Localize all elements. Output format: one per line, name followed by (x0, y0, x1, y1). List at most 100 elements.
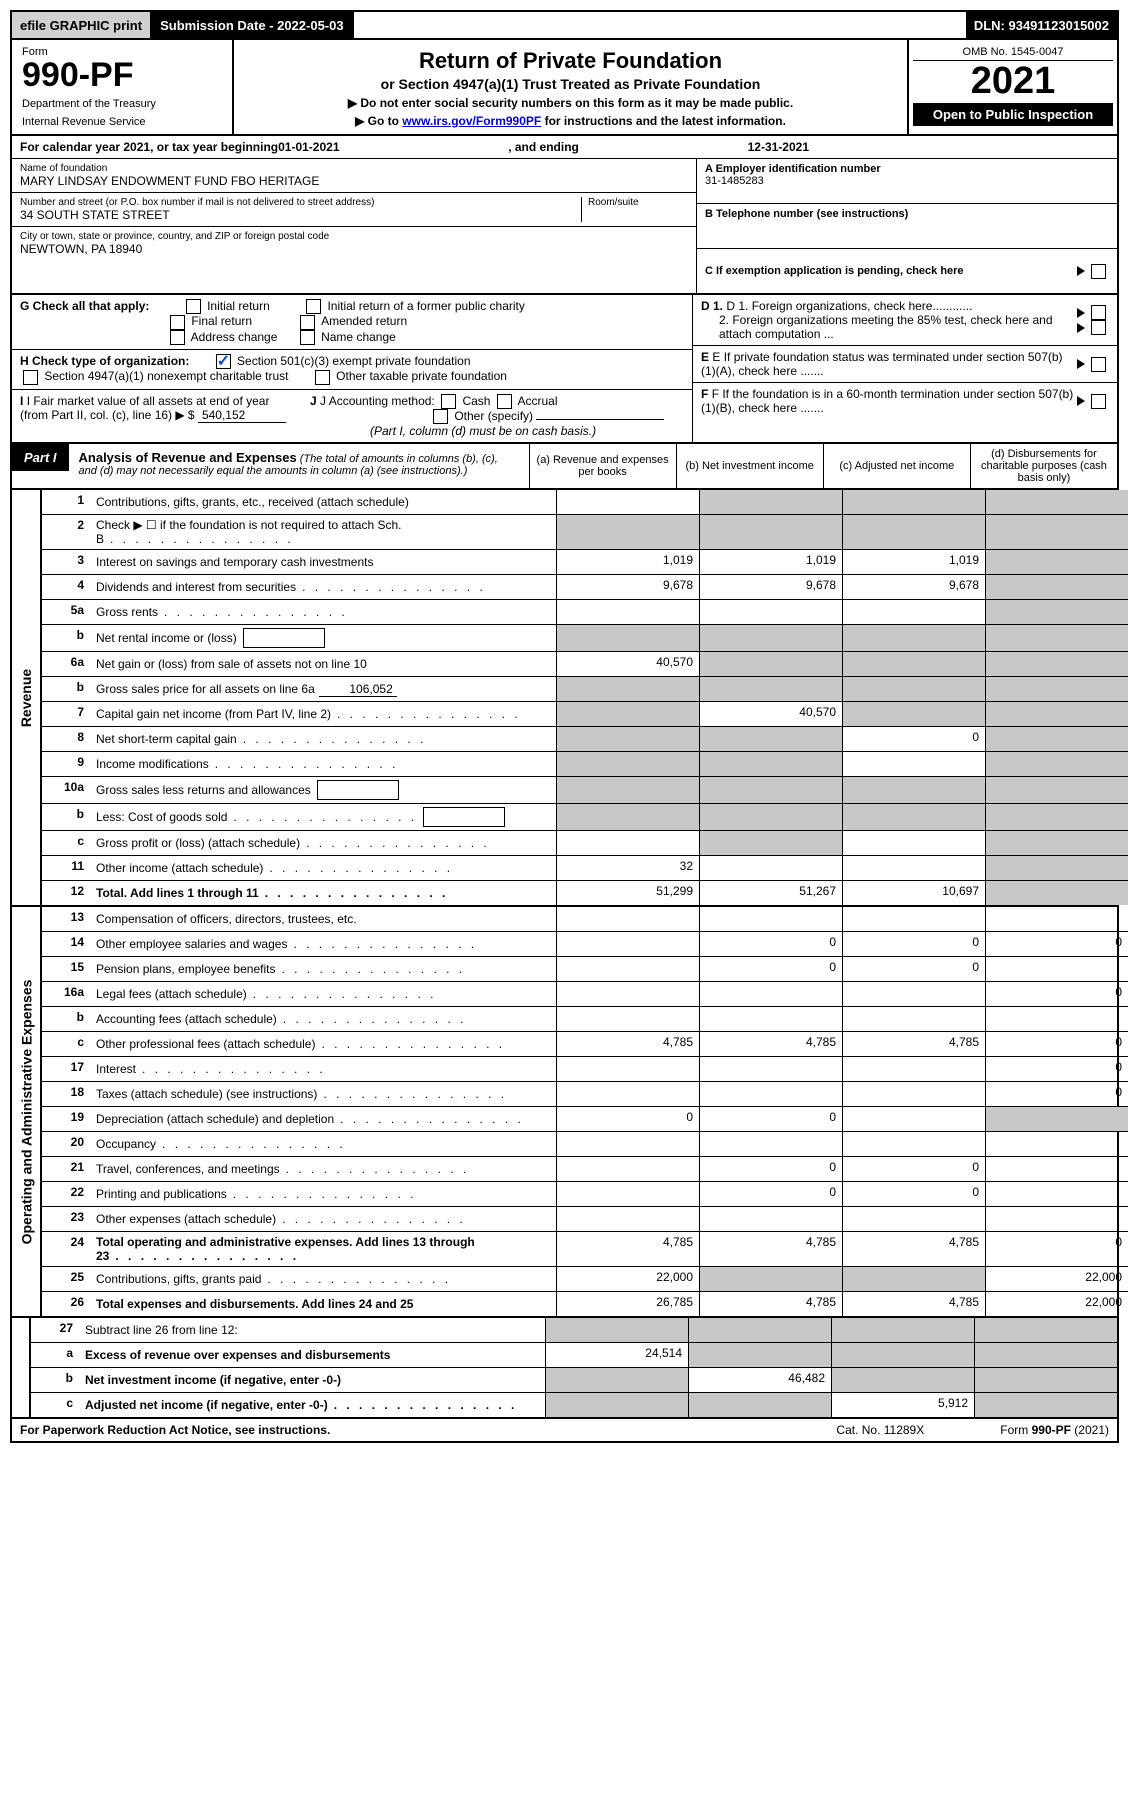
cell-d (974, 1318, 1117, 1342)
cell-c: 0 (842, 727, 985, 751)
row-desc: Gross sales price for all assets on line… (90, 677, 556, 701)
table-row: 15Pension plans, employee benefits00 (42, 957, 1128, 982)
cell-b (688, 1393, 831, 1417)
col-d-header: (d) Disbursements for charitable purpose… (970, 444, 1117, 488)
row-desc: Subtract line 26 from line 12: (79, 1318, 545, 1342)
header-center: Return of Private Foundation or Section … (234, 40, 907, 134)
cell-d (985, 550, 1128, 574)
cell-b: 0 (699, 957, 842, 981)
cell-d (985, 1107, 1128, 1131)
col-b-header: (b) Net investment income (676, 444, 823, 488)
row-number: 22 (42, 1182, 90, 1206)
cell-d (985, 727, 1128, 751)
irs-label: Internal Revenue Service (22, 116, 222, 128)
row-number: 3 (42, 550, 90, 574)
row-number: b (42, 804, 90, 830)
table-row: 11Other income (attach schedule)32 (42, 856, 1128, 881)
row-desc: Net rental income or (loss) (90, 625, 556, 651)
cell-a (556, 1207, 699, 1231)
f-checkbox[interactable] (1091, 394, 1106, 409)
form-header: Form 990-PF Department of the Treasury I… (10, 40, 1119, 136)
cell-b (699, 515, 842, 549)
row-desc: Contributions, gifts, grants, etc., rece… (90, 490, 556, 514)
form-subtitle: or Section 4947(a)(1) Trust Treated as P… (244, 76, 897, 92)
table-row: 24Total operating and administrative exp… (42, 1232, 1128, 1267)
row-desc: Income modifications (90, 752, 556, 776)
cell-a (556, 490, 699, 514)
dept-treasury: Department of the Treasury (22, 98, 222, 110)
arrow-icon (1077, 396, 1085, 406)
cell-b (699, 856, 842, 880)
cell-a (556, 1132, 699, 1156)
j-accrual-checkbox[interactable] (497, 394, 512, 409)
cell-a (545, 1393, 688, 1417)
table-row: 18Taxes (attach schedule) (see instructi… (42, 1082, 1128, 1107)
row-number: 26 (42, 1292, 90, 1316)
cell-a: 40,570 (556, 652, 699, 676)
c-checkbox[interactable] (1091, 264, 1106, 279)
cell-b: 40,570 (699, 702, 842, 726)
cell-a (556, 932, 699, 956)
section-2: 27Subtract line 26 from line 12:aExcess … (10, 1318, 1119, 1419)
row-number: 25 (42, 1267, 90, 1291)
table-row: 20Occupancy (42, 1132, 1128, 1157)
h-4947-checkbox[interactable] (23, 370, 38, 385)
d2-checkbox[interactable] (1091, 320, 1106, 335)
cell-b (699, 652, 842, 676)
h-row: H Check type of organization: Section 50… (12, 350, 692, 390)
row-desc: Other expenses (attach schedule) (90, 1207, 556, 1231)
table-row: 4Dividends and interest from securities9… (42, 575, 1128, 600)
g-name-checkbox[interactable] (300, 330, 315, 345)
cell-c (842, 1207, 985, 1231)
cell-b: 4,785 (699, 1292, 842, 1316)
cell-b (688, 1343, 831, 1367)
cell-d (985, 1007, 1128, 1031)
row-desc: Depreciation (attach schedule) and deple… (90, 1107, 556, 1131)
d1-checkbox[interactable] (1091, 305, 1106, 320)
table-row: 12Total. Add lines 1 through 1151,29951,… (42, 881, 1128, 905)
row-number: 7 (42, 702, 90, 726)
cell-c (842, 1132, 985, 1156)
cell-c: 0 (842, 1182, 985, 1206)
cell-a (556, 515, 699, 549)
h-501c3-checkbox[interactable] (216, 354, 231, 369)
cell-a: 1,019 (556, 550, 699, 574)
row-number: 12 (42, 881, 90, 905)
h-other-checkbox[interactable] (315, 370, 330, 385)
submission-date: Submission Date - 2022-05-03 (152, 12, 354, 38)
g-initial-checkbox[interactable] (186, 299, 201, 314)
cell-c (831, 1368, 974, 1392)
g-final-checkbox[interactable] (170, 315, 185, 330)
table-row: bNet investment income (if negative, ent… (31, 1368, 1117, 1393)
row-desc: Total operating and administrative expen… (90, 1232, 556, 1266)
cell-c: 4,785 (842, 1292, 985, 1316)
row-number: 27 (31, 1318, 79, 1342)
e-checkbox[interactable] (1091, 357, 1106, 372)
g-address-checkbox[interactable] (170, 330, 185, 345)
cell-b: 0 (699, 1157, 842, 1181)
cell-b (699, 1132, 842, 1156)
table-row: 1Contributions, gifts, grants, etc., rec… (42, 490, 1128, 515)
cell-b: 46,482 (688, 1368, 831, 1392)
j-other-checkbox[interactable] (433, 409, 448, 424)
cell-d (974, 1393, 1117, 1417)
ein-value: 31-1485283 (705, 175, 1109, 187)
g-amended-checkbox[interactable] (300, 315, 315, 330)
cell-d (985, 957, 1128, 981)
row-number: 10a (42, 777, 90, 803)
form990pf-link[interactable]: www.irs.gov/Form990PF (402, 114, 541, 128)
j-cash-checkbox[interactable] (441, 394, 456, 409)
room-label: Room/suite (588, 197, 688, 208)
cell-b: 0 (699, 1107, 842, 1131)
table-row: 25Contributions, gifts, grants paid22,00… (42, 1267, 1128, 1292)
col-a-header: (a) Revenue and expenses per books (529, 444, 676, 488)
cell-a: 0 (556, 1107, 699, 1131)
row-desc: Printing and publications (90, 1182, 556, 1206)
row-desc: Total expenses and disbursements. Add li… (90, 1292, 556, 1316)
g-initial-former-checkbox[interactable] (306, 299, 321, 314)
omb-number: OMB No. 1545-0047 (913, 44, 1113, 61)
cell-a: 24,514 (545, 1343, 688, 1367)
cell-c: 1,019 (842, 550, 985, 574)
table-row: 26Total expenses and disbursements. Add … (42, 1292, 1128, 1316)
table-row: cAdjusted net income (if negative, enter… (31, 1393, 1117, 1417)
